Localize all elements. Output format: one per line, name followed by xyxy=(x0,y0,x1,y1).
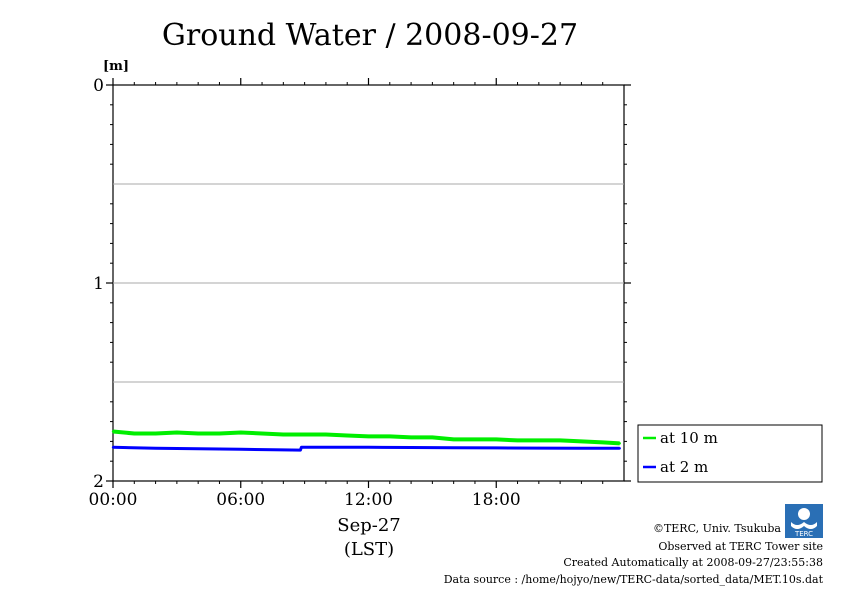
y-tick-label: 2 xyxy=(93,472,104,492)
data-point xyxy=(558,439,562,442)
data-point xyxy=(154,447,157,450)
data-point xyxy=(218,432,221,435)
data-point xyxy=(154,432,157,435)
y-tick-label: 0 xyxy=(93,76,104,96)
data-point xyxy=(580,440,583,443)
data-point xyxy=(516,439,519,442)
data-point xyxy=(495,438,498,441)
data-point xyxy=(300,446,303,449)
y-tick-label: 1 xyxy=(93,274,104,294)
data-point xyxy=(409,446,413,449)
created-text: Created Automatically at 2008-09-27/23:5… xyxy=(563,556,823,569)
data-point xyxy=(495,446,498,450)
data-point xyxy=(111,430,115,433)
data-source-text: Data source : /home/hojyo/new/TERC-data/… xyxy=(444,573,824,586)
y-axis-unit-label: [m] xyxy=(103,59,129,74)
data-point xyxy=(601,441,604,444)
data-point xyxy=(618,447,621,450)
chart-title: Ground Water / 2008-09-27 xyxy=(162,18,578,53)
data-point xyxy=(260,432,264,435)
data-point xyxy=(580,447,583,450)
data-point xyxy=(303,433,306,436)
series-line-at-10m xyxy=(112,429,620,446)
series-layer xyxy=(111,429,621,452)
data-point xyxy=(431,436,434,439)
data-point xyxy=(175,431,179,434)
x-axis-ticks: 00:00 06:00 12:00 18:00 xyxy=(89,78,604,510)
data-point xyxy=(239,448,242,451)
data-point xyxy=(239,431,242,434)
data-point xyxy=(473,438,477,441)
x-tick-label: 18:00 xyxy=(472,490,521,510)
data-point xyxy=(367,435,370,438)
data-point xyxy=(111,446,115,449)
data-point xyxy=(196,447,200,450)
gridlines xyxy=(113,183,624,383)
legend-label: at 2 m xyxy=(660,458,708,476)
x-tick-label: 00:00 xyxy=(89,490,138,510)
data-point xyxy=(452,438,455,441)
data-point xyxy=(537,446,541,450)
data-point xyxy=(346,434,349,437)
data-point xyxy=(282,433,285,436)
x-tick-label: 12:00 xyxy=(344,490,393,510)
data-point xyxy=(537,439,541,442)
data-point xyxy=(409,436,413,439)
data-point xyxy=(367,446,370,449)
data-point xyxy=(452,446,455,449)
observed-text: Observed at TERC Tower site xyxy=(658,540,823,553)
data-point xyxy=(196,432,200,435)
data-point xyxy=(324,446,328,449)
data-point xyxy=(388,435,391,438)
data-point xyxy=(618,442,621,445)
logo-text: TERC xyxy=(794,530,813,538)
terc-logo: TERC xyxy=(785,504,823,538)
data-point xyxy=(133,432,136,435)
legend-box xyxy=(637,424,823,483)
data-point xyxy=(282,448,285,452)
series-line-at-2m xyxy=(112,445,620,452)
legend-label: at 10 m xyxy=(660,429,718,447)
x-axis-date-label: Sep-27 xyxy=(337,515,401,536)
x-tick-label: 06:00 xyxy=(216,490,265,510)
x-axis-zone-label: (LST) xyxy=(344,539,394,560)
data-point xyxy=(324,433,328,436)
data-point xyxy=(299,448,302,452)
copyright-text: ©TERC, Univ. Tsukuba xyxy=(653,522,781,535)
legend: at 10 m at 2 m xyxy=(643,429,718,476)
y-axis-ticks: 0 1 2 xyxy=(93,76,631,492)
